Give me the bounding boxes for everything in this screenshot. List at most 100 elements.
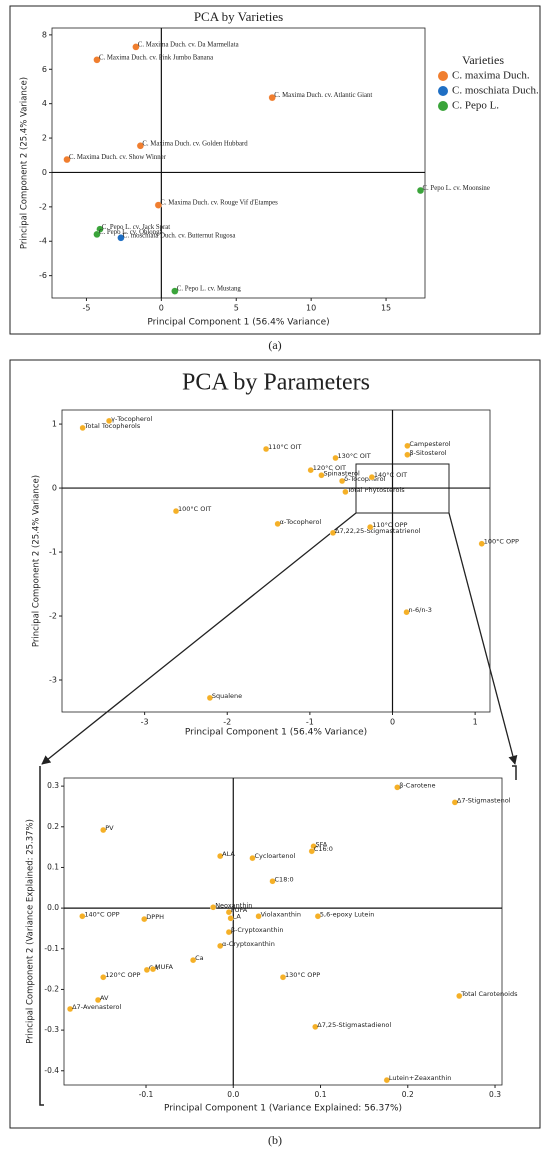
plot-area — [63, 777, 503, 1086]
point-label: C. Maxima Duch. cv. Golden Hubbard — [142, 140, 248, 147]
point — [262, 445, 270, 453]
point-label: ALA — [222, 850, 235, 858]
panel-a-border — [9, 5, 541, 335]
chart-title: PCA by Varieties — [194, 9, 283, 24]
point-label: Ca — [195, 954, 204, 962]
inset-bracket — [39, 765, 517, 1106]
caption: (b) — [268, 1133, 282, 1147]
point — [225, 908, 233, 916]
zoom-arrow — [41, 512, 357, 765]
point-label: 130°C OIT — [337, 452, 370, 460]
y-axis-label: Principal Component 2 (25.4% Variance) — [20, 77, 30, 249]
point — [403, 608, 410, 616]
point — [456, 992, 463, 1000]
point-label: Lutein+Zeaxanthin — [389, 1074, 452, 1082]
point-label: DPPH — [146, 913, 164, 921]
point-label: MUFA — [155, 963, 174, 971]
point — [404, 451, 411, 458]
point-label: C. Maxima Duch. cv. Pink Jumbo Banana — [99, 54, 213, 61]
point — [94, 996, 102, 1004]
x-tick-label: 15 — [381, 304, 391, 313]
point-label: Δ7,25-Stigmastadienol — [317, 1021, 391, 1029]
point — [366, 523, 374, 531]
y-axis-label: Principal Component 2 (25.4% Variance) — [32, 475, 42, 647]
point-label: n-6/n-3 — [409, 606, 432, 614]
point — [314, 913, 322, 920]
y-tick-label: -0.2 — [44, 984, 59, 993]
point-label: 5,6-epoxy Lutein — [320, 910, 374, 918]
y-tick-label: 6 — [42, 65, 47, 74]
x-tick-label: 0.0 — [227, 1090, 239, 1099]
point — [171, 287, 179, 295]
legend-label: C. maxima Duch. — [452, 70, 530, 82]
point-label: C. Maxima Duch. cv. Show Winner — [69, 154, 167, 161]
point — [189, 956, 197, 964]
y-tick-label: 4 — [42, 99, 47, 108]
point-label: Violaxanthin — [261, 910, 301, 918]
point-label: Total Carotenoids — [460, 990, 518, 998]
zoom-arrow — [448, 512, 518, 765]
point — [225, 928, 233, 936]
y-tick-label: 1 — [52, 420, 57, 429]
point — [227, 915, 234, 922]
point-label: δ-Tocopherol — [344, 475, 385, 483]
point-label: Δ7,22,25-Stigmastatrienol — [335, 527, 421, 535]
point-label: 140°C OIT — [374, 471, 407, 479]
x-axis-label: Principal Component 1 (56.4% Variance) — [147, 318, 329, 328]
panel-b-border — [9, 359, 541, 1129]
point — [105, 417, 113, 425]
point — [451, 799, 459, 806]
x-tick-label: -5 — [82, 304, 90, 313]
x-tick-label: -2 — [223, 718, 231, 727]
point-label: C. moschiata Duch. cv. Butternut Rugosa — [123, 232, 235, 239]
point-label: 110°C OIT — [268, 443, 301, 451]
point — [216, 942, 224, 950]
x-axis-label: Principal Component 1 (Variance Explaine… — [164, 1104, 402, 1114]
point — [338, 477, 346, 485]
point-label: Squalene — [212, 692, 242, 700]
legend-marker — [438, 101, 448, 111]
point-label: β-Sitosterol — [409, 449, 446, 457]
point — [172, 507, 180, 515]
point-label: C. Maxima Duch. cv. Atlantic Giant — [274, 92, 372, 99]
point-label: 100°C OPP — [484, 538, 519, 546]
point — [136, 142, 145, 150]
y-tick-label: 0 — [42, 168, 47, 177]
point — [274, 520, 281, 528]
point — [143, 966, 151, 974]
x-tick-label: -0.1 — [139, 1090, 154, 1099]
point — [132, 43, 140, 51]
chart-title: PCA by Parameters — [182, 370, 370, 396]
x-tick-label: 10 — [306, 304, 316, 313]
plot-area — [61, 409, 491, 713]
point-label: 120°C OIT — [313, 464, 346, 472]
point-label: Neoxanthin — [215, 901, 252, 909]
point-label: Total Phytosterols — [346, 486, 405, 494]
point — [269, 878, 276, 885]
point — [63, 155, 71, 164]
y-tick-label: 0 — [52, 484, 57, 493]
point-label: α-Tocopherol — [280, 518, 322, 526]
y-tick-label: 0.0 — [47, 903, 59, 912]
x-tick-label: 0.2 — [402, 1090, 414, 1099]
point-label: C. Maxima Duch. cv. Da Marmellata — [138, 41, 239, 48]
y-tick-label: -0.1 — [44, 944, 59, 953]
y-tick-label: 0.3 — [47, 781, 59, 790]
point — [268, 93, 276, 102]
point — [342, 488, 349, 496]
point — [332, 454, 339, 462]
point — [312, 1023, 319, 1031]
point-label: Campesterol — [409, 440, 450, 448]
point-label: 130°C OPP — [285, 971, 320, 979]
x-tick-label: -1 — [306, 718, 314, 727]
point — [141, 915, 148, 923]
point-label: 120°C OPP — [105, 971, 140, 979]
point-label: Δ7-Stigmastenol — [457, 796, 511, 804]
legend-marker — [438, 86, 448, 96]
point — [318, 472, 325, 479]
point-label: β-Carotene — [399, 781, 435, 789]
point-label: PUFA — [231, 906, 248, 914]
x-axis-label: Principal Component 1 (56.4% Variance) — [185, 728, 367, 738]
point — [216, 852, 224, 860]
point — [368, 473, 376, 481]
